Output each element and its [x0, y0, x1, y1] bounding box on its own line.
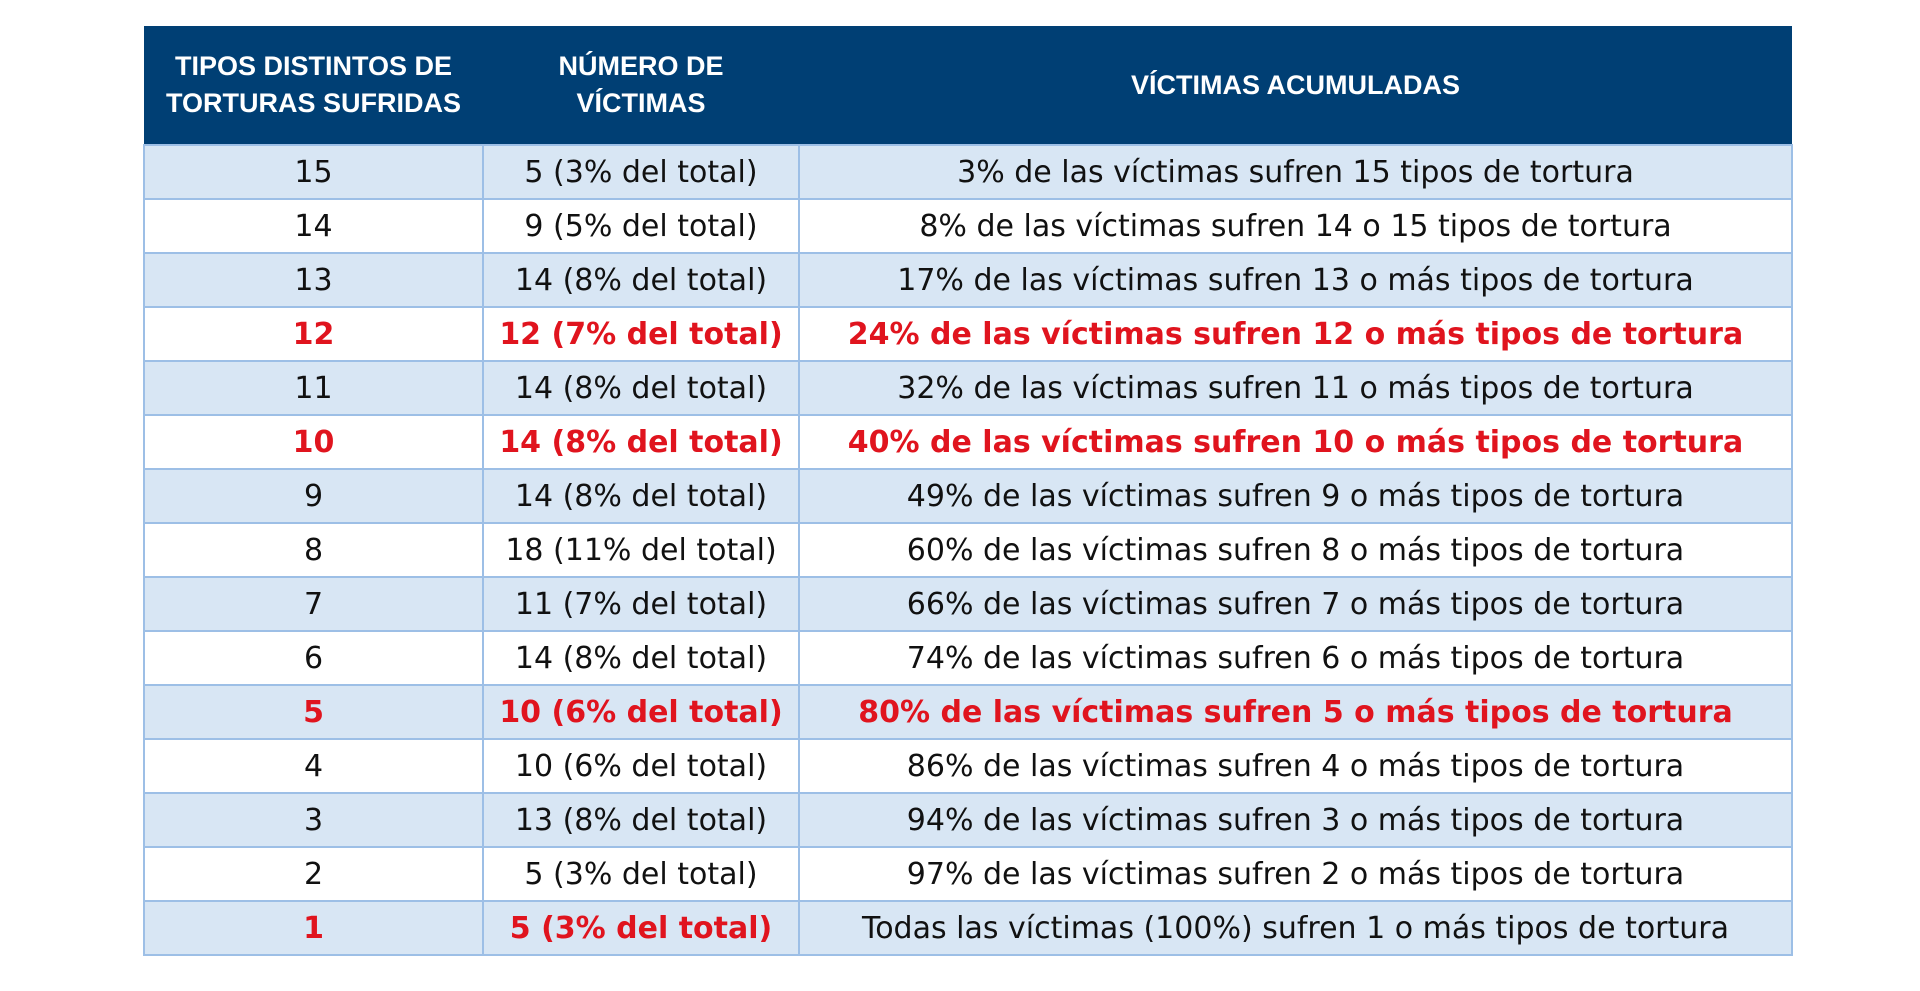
- cell-acumuladas: 80% de las víctimas sufren 5 o más tipos…: [798, 684, 1793, 740]
- cell-numero: 14 (8% del total): [482, 252, 800, 308]
- cell-numero: 14 (8% del total): [482, 360, 800, 416]
- table-row: 14 9 (5% del total) 8% de las víctimas suf…: [143, 198, 1793, 254]
- cell-numero: 10 (6% del total): [482, 684, 800, 740]
- cell-acumuladas: 94% de las víctimas sufren 3 o más tipos…: [798, 792, 1793, 848]
- cell-tipos: 6: [143, 630, 484, 686]
- cell-numero: 5 (3% del total): [482, 846, 800, 902]
- cell-tipos: 9: [143, 468, 484, 524]
- cell-numero: 13 (8% del total): [482, 792, 800, 848]
- cell-acumuladas: 49% de las víctimas sufren 9 o más tipos…: [798, 468, 1793, 524]
- header-numero-label: NÚMERO DE VÍCTIMAS: [558, 51, 724, 118]
- cell-acumuladas: 66% de las víctimas sufren 7 o más tipos…: [798, 576, 1793, 632]
- table-header: TIPOS DISTINTOS DE TORTURAS SUFRIDAS NÚM…: [144, 26, 1792, 145]
- table-body: 15 5 (3% del total) 3% de las víctimas suf…: [143, 144, 1793, 956]
- header-tipos: TIPOS DISTINTOS DE TORTURAS SUFRIDAS: [144, 26, 483, 145]
- cell-tipos: 14: [143, 198, 484, 254]
- cell-tipos: 2: [143, 846, 484, 902]
- torture-types-table-container: TIPOS DISTINTOS DE TORTURAS SUFRIDAS NÚM…: [143, 26, 1793, 956]
- header-row: TIPOS DISTINTOS DE TORTURAS SUFRIDAS NÚM…: [144, 26, 1792, 145]
- cell-tipos: 4: [143, 738, 484, 794]
- cell-acumuladas: 3% de las víctimas sufren 15 tipos de to…: [798, 144, 1793, 200]
- table-row: 12 12 (7% del total) 24% de las víctimas s…: [143, 306, 1793, 362]
- cell-tipos: 3: [143, 792, 484, 848]
- table-row: 11 14 (8% del total) 32% de las víctimas s…: [143, 360, 1793, 416]
- cell-acumuladas: 24% de las víctimas sufren 12 o más tipo…: [798, 306, 1793, 362]
- cell-acumuladas: 17% de las víctimas sufren 13 o más tipo…: [798, 252, 1793, 308]
- cell-numero: 12 (7% del total): [482, 306, 800, 362]
- table-row: 4 10 (6% del total) 86% de las víctimas su…: [143, 738, 1793, 794]
- cell-tipos: 10: [143, 414, 484, 470]
- table-row: 6 14 (8% del total) 74% de las víctimas su…: [143, 630, 1793, 686]
- cell-numero: 5 (3% del total): [482, 144, 800, 200]
- header-tipos-label: TIPOS DISTINTOS DE TORTURAS SUFRIDAS: [165, 51, 461, 118]
- cell-tipos: 5: [143, 684, 484, 740]
- cell-acumuladas: 40% de las víctimas sufren 10 o más tipo…: [798, 414, 1793, 470]
- cell-tipos: 15: [143, 144, 484, 200]
- table-row: 5 10 (6% del total) 80% de las víctimas su…: [143, 684, 1793, 740]
- table-row: 3 13 (8% del total) 94% de las víctimas su…: [143, 792, 1793, 848]
- torture-types-table: TIPOS DISTINTOS DE TORTURAS SUFRIDAS NÚM…: [143, 26, 1793, 956]
- cell-numero: 14 (8% del total): [482, 468, 800, 524]
- cell-tipos: 8: [143, 522, 484, 578]
- table-row: 15 5 (3% del total) 3% de las víctimas suf…: [143, 144, 1793, 200]
- cell-tipos: 12: [143, 306, 484, 362]
- header-acumuladas-label: VÍCTIMAS ACUMULADAS: [1131, 69, 1460, 100]
- cell-acumuladas: 97% de las víctimas sufren 2 o más tipos…: [798, 846, 1793, 902]
- cell-acumuladas: 8% de las víctimas sufren 14 o 15 tipos …: [798, 198, 1793, 254]
- table-row: 8 18 (11% del total) 60% de las víctimas s…: [143, 522, 1793, 578]
- table-row: 9 14 (8% del total) 49% de las víctimas su…: [143, 468, 1793, 524]
- cell-tipos: 7: [143, 576, 484, 632]
- cell-numero: 14 (8% del total): [482, 630, 800, 686]
- cell-numero: 5 (3% del total): [482, 900, 800, 956]
- cell-acumuladas: 60% de las víctimas sufren 8 o más tipos…: [798, 522, 1793, 578]
- cell-numero: 9 (5% del total): [482, 198, 800, 254]
- cell-acumuladas: Todas las víctimas (100%) sufren 1 o más…: [798, 900, 1793, 956]
- cell-acumuladas: 74% de las víctimas sufren 6 o más tipos…: [798, 630, 1793, 686]
- cell-numero: 18 (11% del total): [482, 522, 800, 578]
- cell-numero: 11 (7% del total): [482, 576, 800, 632]
- table-row: 10 14 (8% del total) 40% de las víctimas s…: [143, 414, 1793, 470]
- cell-tipos: 13: [143, 252, 484, 308]
- header-acumuladas: VÍCTIMAS ACUMULADAS: [799, 26, 1792, 145]
- cell-tipos: 1: [143, 900, 484, 956]
- cell-numero: 14 (8% del total): [482, 414, 800, 470]
- cell-acumuladas: 86% de las víctimas sufren 4 o más tipos…: [798, 738, 1793, 794]
- cell-tipos: 11: [143, 360, 484, 416]
- cell-numero: 10 (6% del total): [482, 738, 800, 794]
- header-numero: NÚMERO DE VÍCTIMAS: [483, 26, 799, 145]
- table-row: 7 11 (7% del total) 66% de las víctimas su…: [143, 576, 1793, 632]
- table-row: 13 14 (8% del total) 17% de las víctimas s…: [143, 252, 1793, 308]
- cell-acumuladas: 32% de las víctimas sufren 11 o más tipo…: [798, 360, 1793, 416]
